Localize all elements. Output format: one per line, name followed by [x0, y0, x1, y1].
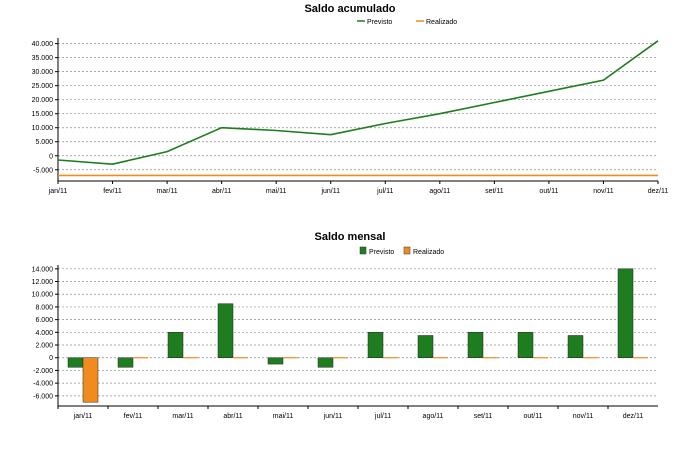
chart-legend: Previsto Realizado [359, 246, 444, 256]
x-tick-label: mai/11 [266, 188, 287, 195]
y-tick-label: 40.000 [32, 41, 54, 48]
y-tick-label: 12.000 [32, 279, 54, 286]
x-tick-label: nov/11 [593, 188, 614, 195]
legend-swatch [403, 246, 411, 255]
x-tick-label: set/11 [485, 188, 504, 195]
x-tick-label: jan/11 [73, 413, 93, 420]
y-tick-label: 4.000 [35, 330, 53, 337]
x-tick-label: out/11 [524, 413, 543, 420]
x-tick-label: set/11 [474, 413, 493, 420]
y-tick-label: 25.000 [32, 83, 54, 90]
bar-previsto [117, 357, 134, 368]
chart-saldo-mensal: Saldo mensal Previsto Realizado -6.000 -4.00… [32, 231, 658, 420]
y-tick-label: -4.000 [33, 381, 53, 388]
x-tick-label: jun/11 [323, 413, 343, 420]
y-tick-label: 30.000 [32, 69, 54, 76]
x-tick-label: ago/11 [423, 413, 444, 420]
chart-title: Saldo acumulado [304, 3, 395, 15]
x-tick-label: dez/11 [648, 188, 669, 195]
legend-label: Previsto [367, 19, 392, 26]
legend-label: Realizado [413, 249, 444, 256]
y-tick-label: 10.000 [32, 292, 54, 299]
x-tick-label: mar/11 [172, 413, 193, 420]
bar-previsto [167, 332, 184, 358]
x-tick-label: abr/11 [223, 413, 242, 420]
y-tick-label: 2.000 [35, 343, 53, 350]
x-tick-label: ago/11 [429, 188, 450, 195]
y-tick-label: 14.000 [32, 266, 54, 273]
x-tick-label: out/11 [539, 188, 558, 195]
y-tick-label: 35.000 [32, 55, 54, 62]
bar-previsto [517, 332, 534, 358]
y-tick-label: 6.000 [35, 317, 53, 324]
x-tick-label: fev/11 [124, 413, 143, 420]
x-tick-label: jul/11 [374, 413, 391, 420]
y-tick-label: 20.000 [32, 97, 54, 104]
bar-previsto [217, 303, 234, 358]
y-tick-label: 0 [49, 355, 53, 362]
x-tick-label: mar/11 [156, 188, 177, 195]
chart-saldo-acumulado: Saldo acumulado Previsto Realizado -5.000 0 5… [32, 3, 669, 195]
x-tick-label: jul/11 [376, 188, 393, 195]
bar-previsto [567, 335, 584, 358]
x-tick-label: jun/11 [320, 188, 340, 195]
series-line-previsto [57, 40, 659, 166]
chart-title: Saldo mensal [315, 231, 386, 243]
y-tick-label: 15.000 [32, 111, 54, 118]
bar-previsto [67, 357, 84, 368]
x-tick-label: fev/11 [103, 188, 122, 195]
legend-label: Previsto [369, 249, 394, 256]
bar-previsto [267, 357, 284, 365]
x-tick-label: mai/11 [273, 413, 294, 420]
x-tick-label: dez/11 [623, 413, 644, 420]
y-tick-label: -2.000 [33, 368, 53, 375]
x-tick-label: nov/11 [573, 413, 594, 420]
bar-realizado [82, 357, 99, 403]
y-tick-label: 10.000 [32, 125, 54, 132]
legend-swatch [359, 246, 367, 255]
bar-previsto [617, 268, 634, 358]
x-tick-label: jan/11 [48, 188, 68, 195]
y-tick-label: 0 [49, 153, 53, 160]
y-tick-label: 8.000 [35, 304, 53, 311]
y-tick-label: -6.000 [33, 393, 53, 400]
bar-previsto [467, 332, 484, 358]
bar-previsto [367, 332, 384, 358]
bar-previsto [317, 357, 334, 368]
y-tick-label: -5.000 [33, 167, 53, 174]
legend-label: Realizado [426, 19, 457, 26]
x-tick-label: abr/11 [212, 188, 231, 195]
y-tick-label: 5.000 [35, 139, 53, 146]
chart-legend: Previsto Realizado [357, 19, 457, 26]
bar-previsto [417, 335, 434, 358]
